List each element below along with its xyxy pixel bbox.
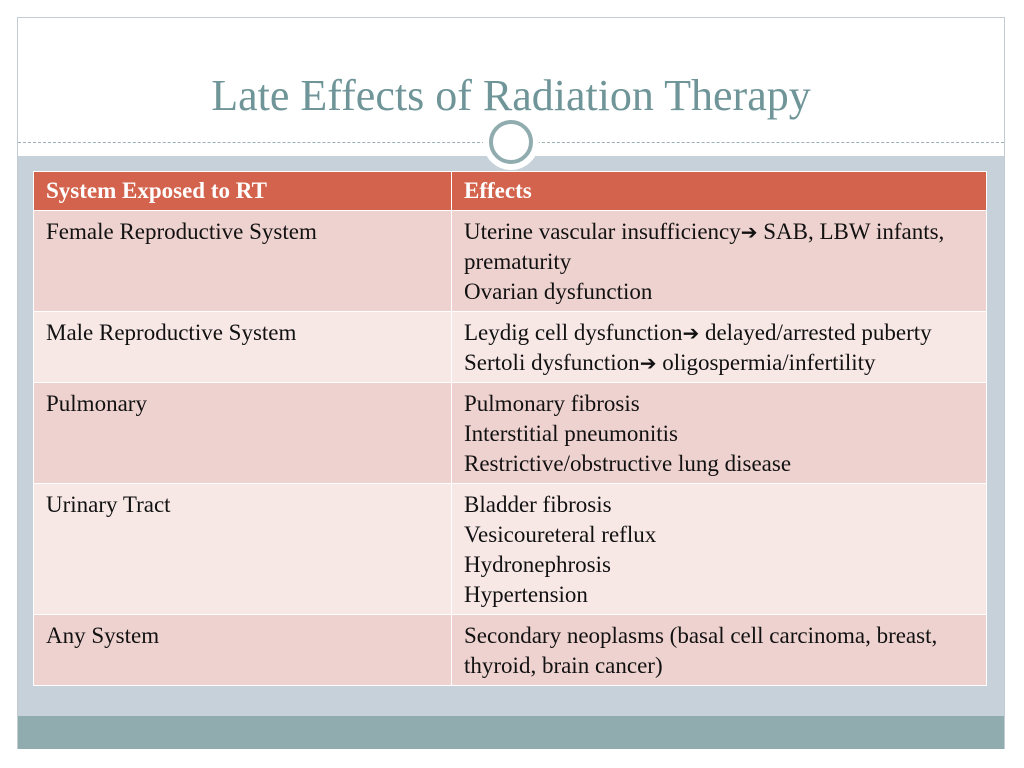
- effects-cell: Uterine vascular insufficiency➔ SAB, LBW…: [451, 210, 987, 312]
- effect-line: Pulmonary fibrosis: [464, 391, 640, 416]
- effect-line: Leydig cell dysfunction➔ delayed/arreste…: [464, 318, 974, 348]
- table-header-row: System Exposed to RT Effects: [33, 171, 987, 211]
- arrow-right-icon: ➔: [639, 351, 657, 375]
- header-effects: Effects: [451, 171, 987, 211]
- system-cell: Pulmonary: [33, 382, 452, 484]
- arrow-right-icon: ➔: [740, 220, 758, 244]
- effect-line: Ovarian dysfunction: [464, 279, 653, 304]
- arrow-right-icon: ➔: [682, 321, 700, 345]
- effects-cell: Secondary neoplasms (basal cell carcinom…: [451, 614, 987, 686]
- circle-ornament-ring: [489, 120, 533, 164]
- effect-text: Leydig cell dysfunction: [464, 320, 683, 345]
- footer-band: [18, 716, 1004, 749]
- effect-text-after: delayed/arrested puberty: [699, 320, 932, 345]
- system-cell: Female Reproductive System: [33, 210, 452, 312]
- effects-table-container: System Exposed to RT Effects Female Repr…: [33, 171, 987, 686]
- effect-text-after: SAB, LBW infants, prematurity: [464, 219, 945, 274]
- effect-line: Interstitial pneumonitis: [464, 421, 678, 446]
- circle-ornament-icon: [483, 114, 539, 170]
- table-row: Any System Secondary neoplasms (basal ce…: [33, 614, 987, 686]
- effect-line: Secondary neoplasms (basal cell carcinom…: [464, 623, 938, 678]
- effects-cell: Leydig cell dysfunction➔ delayed/arreste…: [451, 311, 987, 383]
- effect-line: Vesicoureteral reflux: [464, 522, 657, 547]
- effect-line: Restrictive/obstructive lung disease: [464, 451, 792, 476]
- effects-table: System Exposed to RT Effects Female Repr…: [33, 171, 987, 686]
- effect-line: Hypertension: [464, 582, 588, 607]
- effect-line: Bladder fibrosis: [464, 492, 612, 517]
- effects-cell: Bladder fibrosis Vesicoureteral reflux H…: [451, 483, 987, 615]
- table-row: Female Reproductive System Uterine vascu…: [33, 210, 987, 312]
- table-row: Urinary Tract Bladder fibrosis Vesicoure…: [33, 483, 987, 615]
- table-row: Pulmonary Pulmonary fibrosis Interstitia…: [33, 382, 987, 484]
- slide-title: Late Effects of Radiation Therapy: [211, 71, 811, 120]
- header-system: System Exposed to RT: [33, 171, 452, 211]
- effect-text: Sertoli dysfunction: [464, 350, 640, 375]
- effect-text-after: oligospermia/infertility: [656, 350, 876, 375]
- effect-line: Sertoli dysfunction➔ oligospermia/infert…: [464, 348, 974, 378]
- system-cell: Any System: [33, 614, 452, 686]
- effect-text: Uterine vascular insufficiency: [464, 219, 741, 244]
- effect-line: Hydronephrosis: [464, 552, 611, 577]
- system-cell: Urinary Tract: [33, 483, 452, 615]
- effects-cell: Pulmonary fibrosis Interstitial pneumoni…: [451, 382, 987, 484]
- table-row: Male Reproductive System Leydig cell dys…: [33, 311, 987, 383]
- system-cell: Male Reproductive System: [33, 311, 452, 383]
- effect-line: Uterine vascular insufficiency➔ SAB, LBW…: [464, 217, 974, 277]
